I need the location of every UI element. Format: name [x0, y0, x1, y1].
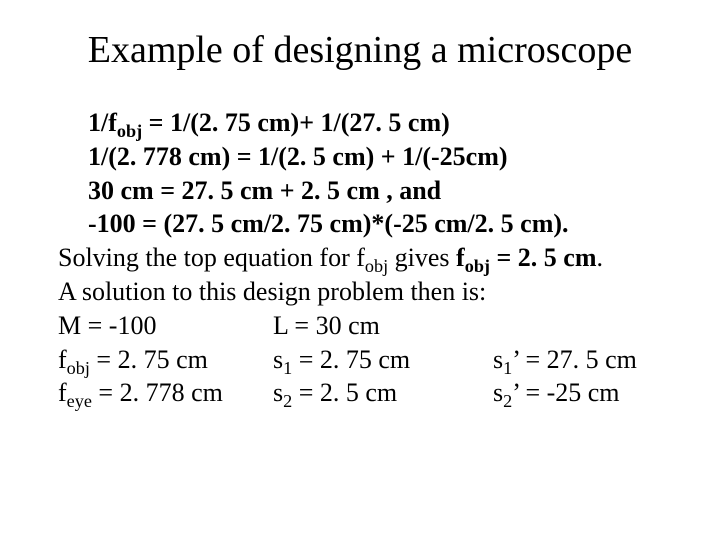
s2-sub: 2 [283, 392, 292, 412]
slide-body: 1/fobj = 1/(2. 75 cm)+ 1/(27. 5 cm) 1/(2… [40, 106, 680, 410]
feye-a: f [58, 378, 67, 407]
result-s1: s1 = 2. 75 cm [273, 343, 493, 377]
eq1-part-b: = 1/(2. 75 cm)+ 1/(27. 5 cm) [142, 108, 450, 137]
result-L: L = 30 cm [273, 309, 493, 343]
s1-b: = 2. 75 cm [292, 345, 410, 374]
s2p-a: s [493, 378, 503, 407]
fobj-b: = 2. 75 cm [90, 345, 208, 374]
solve-e: . [597, 243, 604, 272]
result-feye: feye = 2. 778 cm [58, 376, 273, 410]
solve-b: gives [388, 243, 456, 272]
result-s2: s2 = 2. 5 cm [273, 376, 493, 410]
solve-a: Solving the top equation for f [58, 243, 365, 272]
feye-b: = 2. 778 cm [92, 378, 223, 407]
solution-intro: A solution to this design problem then i… [58, 275, 680, 309]
eq1-part-a: 1/f [88, 108, 117, 137]
equation-line-2: 1/(2. 778 cm) = 1/(2. 5 cm) + 1/(-25cm) [58, 140, 680, 174]
result-s2p: s2’ = -25 cm [493, 376, 680, 410]
solve-c: f [456, 243, 465, 272]
equation-line-4: -100 = (27. 5 cm/2. 75 cm)*(-25 cm/2. 5 … [58, 207, 680, 241]
solving-line: Solving the top equation for fobj gives … [58, 241, 680, 275]
result-s1p: s1’ = 27. 5 cm [493, 343, 680, 377]
s2-b: = 2. 5 cm [292, 378, 397, 407]
result-row-2: fobj = 2. 75 cm s1 = 2. 75 cm s1’ = 27. … [58, 343, 680, 377]
fobj-a: f [58, 345, 67, 374]
s1-sub: 1 [283, 358, 292, 378]
s1p-a: s [493, 345, 503, 374]
s1-a: s [273, 345, 283, 374]
feye-sub: eye [67, 392, 92, 412]
fobj-sub: obj [67, 358, 90, 378]
s2p-sub: 2 [503, 392, 512, 412]
eq1-sub: obj [117, 121, 142, 141]
solve-d: = 2. 5 cm [490, 243, 597, 272]
s2p-b: ’ = -25 cm [512, 378, 619, 407]
result-M: M = -100 [58, 309, 273, 343]
result-fobj: fobj = 2. 75 cm [58, 343, 273, 377]
result-row-1: M = -100 L = 30 cm [58, 309, 680, 343]
slide: Example of designing a microscope 1/fobj… [0, 0, 720, 540]
slide-title: Example of designing a microscope [40, 28, 680, 72]
solve-sub1: obj [365, 256, 388, 276]
s1p-b: ’ = 27. 5 cm [512, 345, 637, 374]
s1p-sub: 1 [503, 358, 512, 378]
equation-line-1: 1/fobj = 1/(2. 75 cm)+ 1/(27. 5 cm) [58, 106, 680, 140]
s2-a: s [273, 378, 283, 407]
equation-line-3: 30 cm = 27. 5 cm + 2. 5 cm , and [58, 174, 680, 208]
result-row-3: feye = 2. 778 cm s2 = 2. 5 cm s2’ = -25 … [58, 376, 680, 410]
solve-sub2: obj [465, 256, 490, 276]
result-empty [493, 309, 680, 343]
